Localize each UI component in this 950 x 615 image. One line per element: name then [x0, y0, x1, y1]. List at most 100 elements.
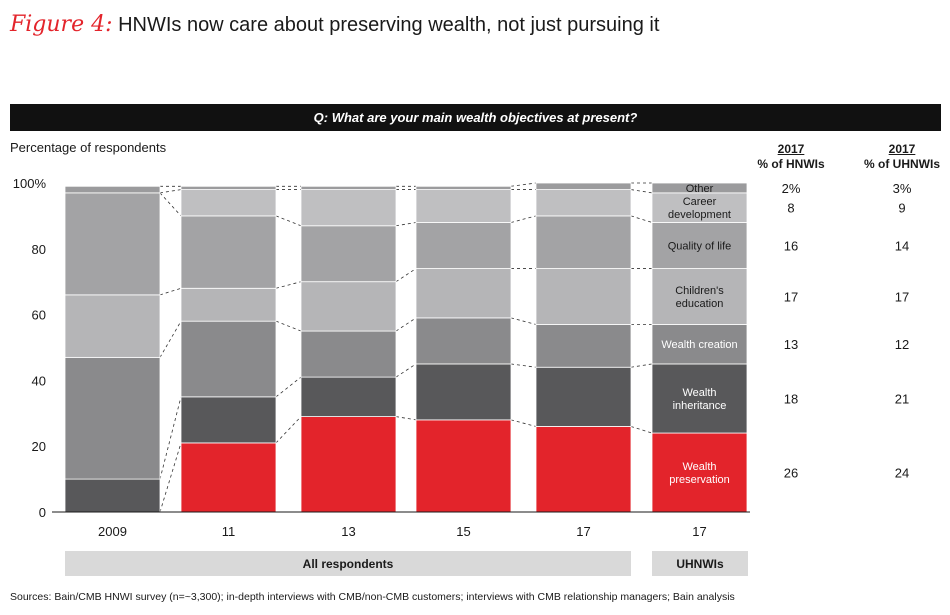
bar-segment — [535, 268, 632, 325]
bar-segment — [415, 222, 512, 269]
uhnwi-value: 17 — [895, 290, 909, 305]
segment-label: Other — [686, 183, 714, 195]
connector-line — [395, 268, 417, 283]
y-tick-label: 60 — [32, 308, 46, 323]
segment-label: Quality of life — [668, 241, 732, 253]
bar-segment — [180, 189, 277, 217]
bar-segment — [300, 189, 397, 227]
connector-line — [510, 363, 537, 368]
uhnwi-column-header: 2017 % of UHNWIs — [852, 142, 950, 172]
y-tick-label: 20 — [32, 439, 46, 454]
connector-line — [510, 419, 537, 427]
connector-line — [630, 215, 653, 223]
segment-label: Children's education — [675, 285, 724, 310]
bar-segment — [300, 281, 397, 332]
hnwi-value: 26 — [784, 466, 798, 481]
y-tick-label: 80 — [32, 242, 46, 257]
bar-segment — [180, 442, 277, 513]
bar-segment — [535, 215, 632, 269]
connector-line — [510, 215, 537, 223]
bar-segment — [64, 185, 161, 194]
sources-note: Sources: Bain/CMB HNWI survey (n=~3,300)… — [10, 591, 735, 603]
connector-line — [275, 215, 302, 227]
connector-line — [159, 189, 182, 194]
bar-segment — [64, 478, 161, 513]
uhnwi-value: 24 — [895, 466, 909, 481]
uhnwi-value: 3% — [893, 181, 912, 196]
x-tick-label: 11 — [222, 524, 236, 539]
bar-segment — [64, 192, 161, 296]
uhnwi-header-label: % of UHNWIs — [864, 157, 940, 171]
x-tick-label: 15 — [456, 524, 470, 539]
segment-label: Wealth creation — [661, 339, 737, 351]
hnwi-header-label: % of HNWIs — [757, 157, 825, 171]
bar-segment — [415, 189, 512, 223]
hnwi-value: 8 — [787, 201, 794, 216]
connector-line — [510, 182, 537, 187]
bar-segment — [651, 432, 748, 513]
x-tick-label: 17 — [576, 524, 590, 539]
bar-segment — [300, 185, 397, 190]
connector-line — [510, 317, 537, 325]
bar-segment — [300, 225, 397, 283]
y-tick-label: 0 — [39, 505, 46, 520]
connector-line — [159, 442, 182, 513]
bar-segment — [300, 416, 397, 513]
bar-segment — [651, 268, 748, 325]
hnwi-header-year: 2017 — [777, 142, 805, 156]
segment-label: Career development — [668, 196, 731, 221]
figure-title: Figure 4: HNWIs now care about preservin… — [10, 12, 659, 37]
bar-segment — [64, 356, 161, 480]
connector-line — [630, 426, 653, 434]
connector-line — [275, 281, 302, 289]
x-tick-label: 2009 — [98, 524, 127, 539]
bar-segment — [415, 268, 512, 319]
y-tick-label: 40 — [32, 373, 46, 388]
connector-line — [630, 363, 653, 368]
bar-segment — [651, 324, 748, 365]
bar-segment — [535, 426, 632, 513]
all-respondents-label: All respondents — [303, 557, 394, 571]
hnwi-value: 16 — [784, 239, 798, 254]
bar-segment — [535, 182, 632, 190]
uhnwi-group-bar — [652, 551, 748, 576]
all-respondents-bar — [65, 551, 631, 576]
bar-segment — [651, 192, 748, 223]
uhnwi-header-year: 2017 — [888, 142, 916, 156]
connector-line — [159, 396, 182, 480]
hnwi-value: 2% — [782, 181, 801, 196]
hnwi-column-header: 2017 % of HNWIs — [741, 142, 841, 172]
connector-line — [630, 189, 653, 194]
connector-line — [159, 320, 182, 358]
segment-label: Wealth preservation — [669, 461, 730, 486]
bar-segment — [415, 317, 512, 365]
uhnwi-group-label: UHNWIs — [676, 557, 724, 571]
bar-segment — [300, 376, 397, 417]
connector-line — [395, 363, 417, 378]
segment-label: Wealth inheritance — [673, 387, 727, 412]
connector-line — [395, 317, 417, 332]
connector-line — [395, 416, 417, 421]
connector-line — [159, 192, 182, 217]
bar-segment — [300, 330, 397, 378]
bar-segment — [651, 182, 748, 194]
y-axis-label: Percentage of respondents — [10, 140, 167, 155]
bar-segment — [415, 419, 512, 513]
figure-title-text: HNWIs now care about preserving wealth, … — [118, 14, 660, 36]
bar-segment — [180, 320, 277, 398]
x-tick-label: 13 — [341, 524, 355, 539]
y-tick-label: 100% — [13, 176, 47, 191]
uhnwi-value: 14 — [895, 239, 909, 254]
bar-segment — [535, 366, 632, 427]
uhnwi-value: 21 — [895, 391, 909, 406]
connector-line — [159, 287, 182, 296]
bar-segment — [64, 294, 161, 358]
bar-segment — [180, 215, 277, 289]
uhnwi-value: 9 — [898, 201, 905, 216]
question-banner: Q: What are your main wealth objectives … — [10, 104, 941, 131]
bar-segment — [651, 363, 748, 434]
connector-line — [395, 222, 417, 227]
bar-segment — [415, 363, 512, 421]
figure-label: Figure 4: — [10, 12, 113, 37]
